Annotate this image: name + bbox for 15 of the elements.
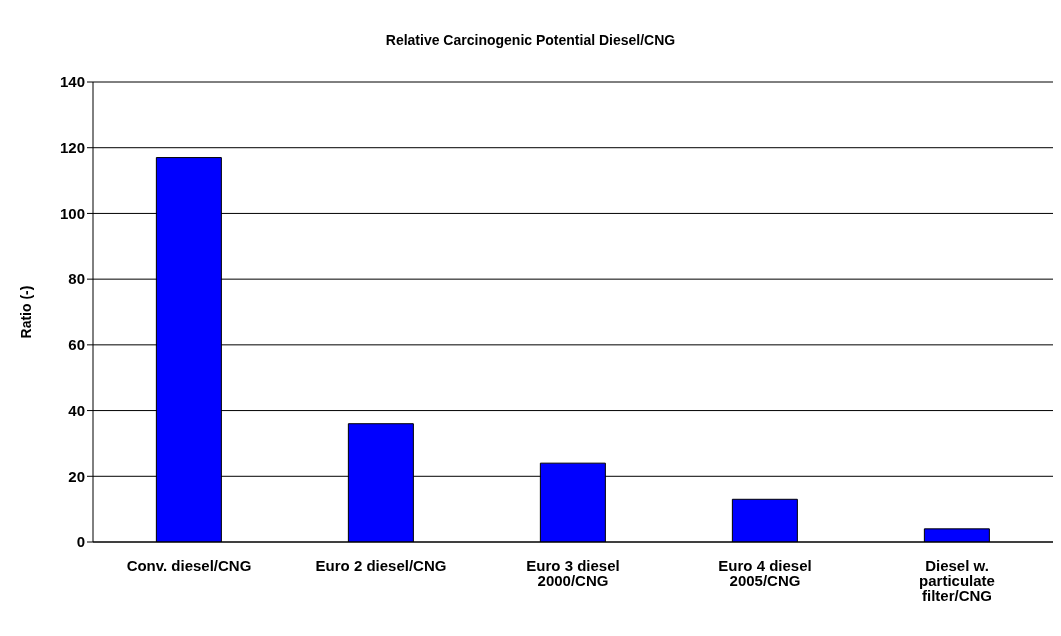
y-tick-label: 80 [68,270,85,288]
x-tick-label: Euro 2 diesel/CNG [315,556,447,574]
y-tick-label: 120 [59,139,85,157]
y-tick-label: 140 [59,73,85,91]
chart-title: Relative Carcinogenic Potential Diesel/CNG [384,32,677,50]
y-tick-label: 60 [68,336,85,354]
y-tick-label: 0 [76,533,85,551]
y-tick-label: 100 [59,204,85,222]
x-tick-label: Euro 4 diesel 2005/CNG [718,556,812,589]
y-axis-title: Ratio (-) [17,285,34,339]
y-tick-label: 20 [68,467,85,485]
x-tick-label: Euro 3 diesel 2000/CNG [526,556,620,589]
x-tick-label: Diesel w. particulate filter/CNG [919,556,995,604]
x-tick-label: Conv. diesel/CNG [126,556,252,574]
y-tick-label: 40 [68,401,85,419]
